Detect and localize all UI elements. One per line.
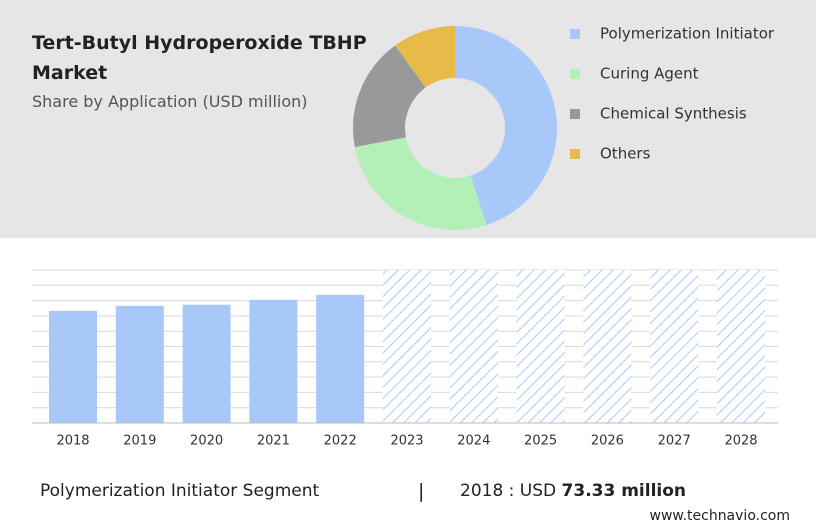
footer-segment: Polymerization Initiator Segment (40, 481, 320, 501)
legend-label: Curing Agent (600, 65, 699, 83)
legend-swatch (570, 149, 580, 159)
x-tick-label: 2024 (457, 434, 490, 449)
legend-swatch (570, 29, 580, 39)
donut-slice (354, 137, 487, 231)
bar (316, 294, 365, 423)
x-tick-label: 2023 (390, 434, 423, 449)
legend-label: Others (600, 145, 651, 163)
chart-subtitle: Share by Application (USD million) (32, 92, 308, 111)
x-tick-label: 2018 (56, 434, 89, 449)
bar (249, 299, 298, 423)
forecast-bar (449, 270, 498, 423)
x-tick-label: 2020 (190, 434, 223, 449)
forecast-bar (583, 270, 632, 423)
bar (182, 304, 231, 423)
footer-year: 2018 : USD 73.33 million (460, 481, 686, 501)
x-tick-label: 2019 (123, 434, 156, 449)
legend-label: Polymerization Initiator (600, 25, 775, 43)
legend-swatch (570, 109, 580, 119)
forecast-bar (383, 270, 431, 423)
x-tick-label: 2021 (257, 434, 290, 449)
chart-title: Tert-Butyl Hydroperoxide TBHP Market (32, 32, 367, 84)
bar (49, 310, 97, 423)
x-tick-label: 2027 (658, 434, 691, 449)
donut-slice (352, 45, 426, 148)
forecast-bar (516, 270, 565, 423)
x-tick-label: 2028 (724, 434, 757, 449)
footer-year-label: 2018 : USD (460, 481, 557, 501)
donut-slice (395, 26, 455, 88)
forecast-bar (650, 270, 699, 423)
x-tick-label: 2022 (324, 434, 357, 449)
footer-source: www.technavio.com (649, 508, 791, 524)
bar (115, 305, 164, 423)
forecast-bar (717, 270, 765, 423)
legend-swatch (570, 69, 580, 79)
x-tick-label: 2025 (524, 434, 557, 449)
footer-separator: | (418, 480, 425, 502)
legend-label: Chemical Synthesis (600, 105, 747, 123)
footer-highlight: 73.33 million (561, 481, 687, 501)
donut-slice (455, 26, 558, 226)
x-tick-label: 2026 (591, 434, 624, 449)
